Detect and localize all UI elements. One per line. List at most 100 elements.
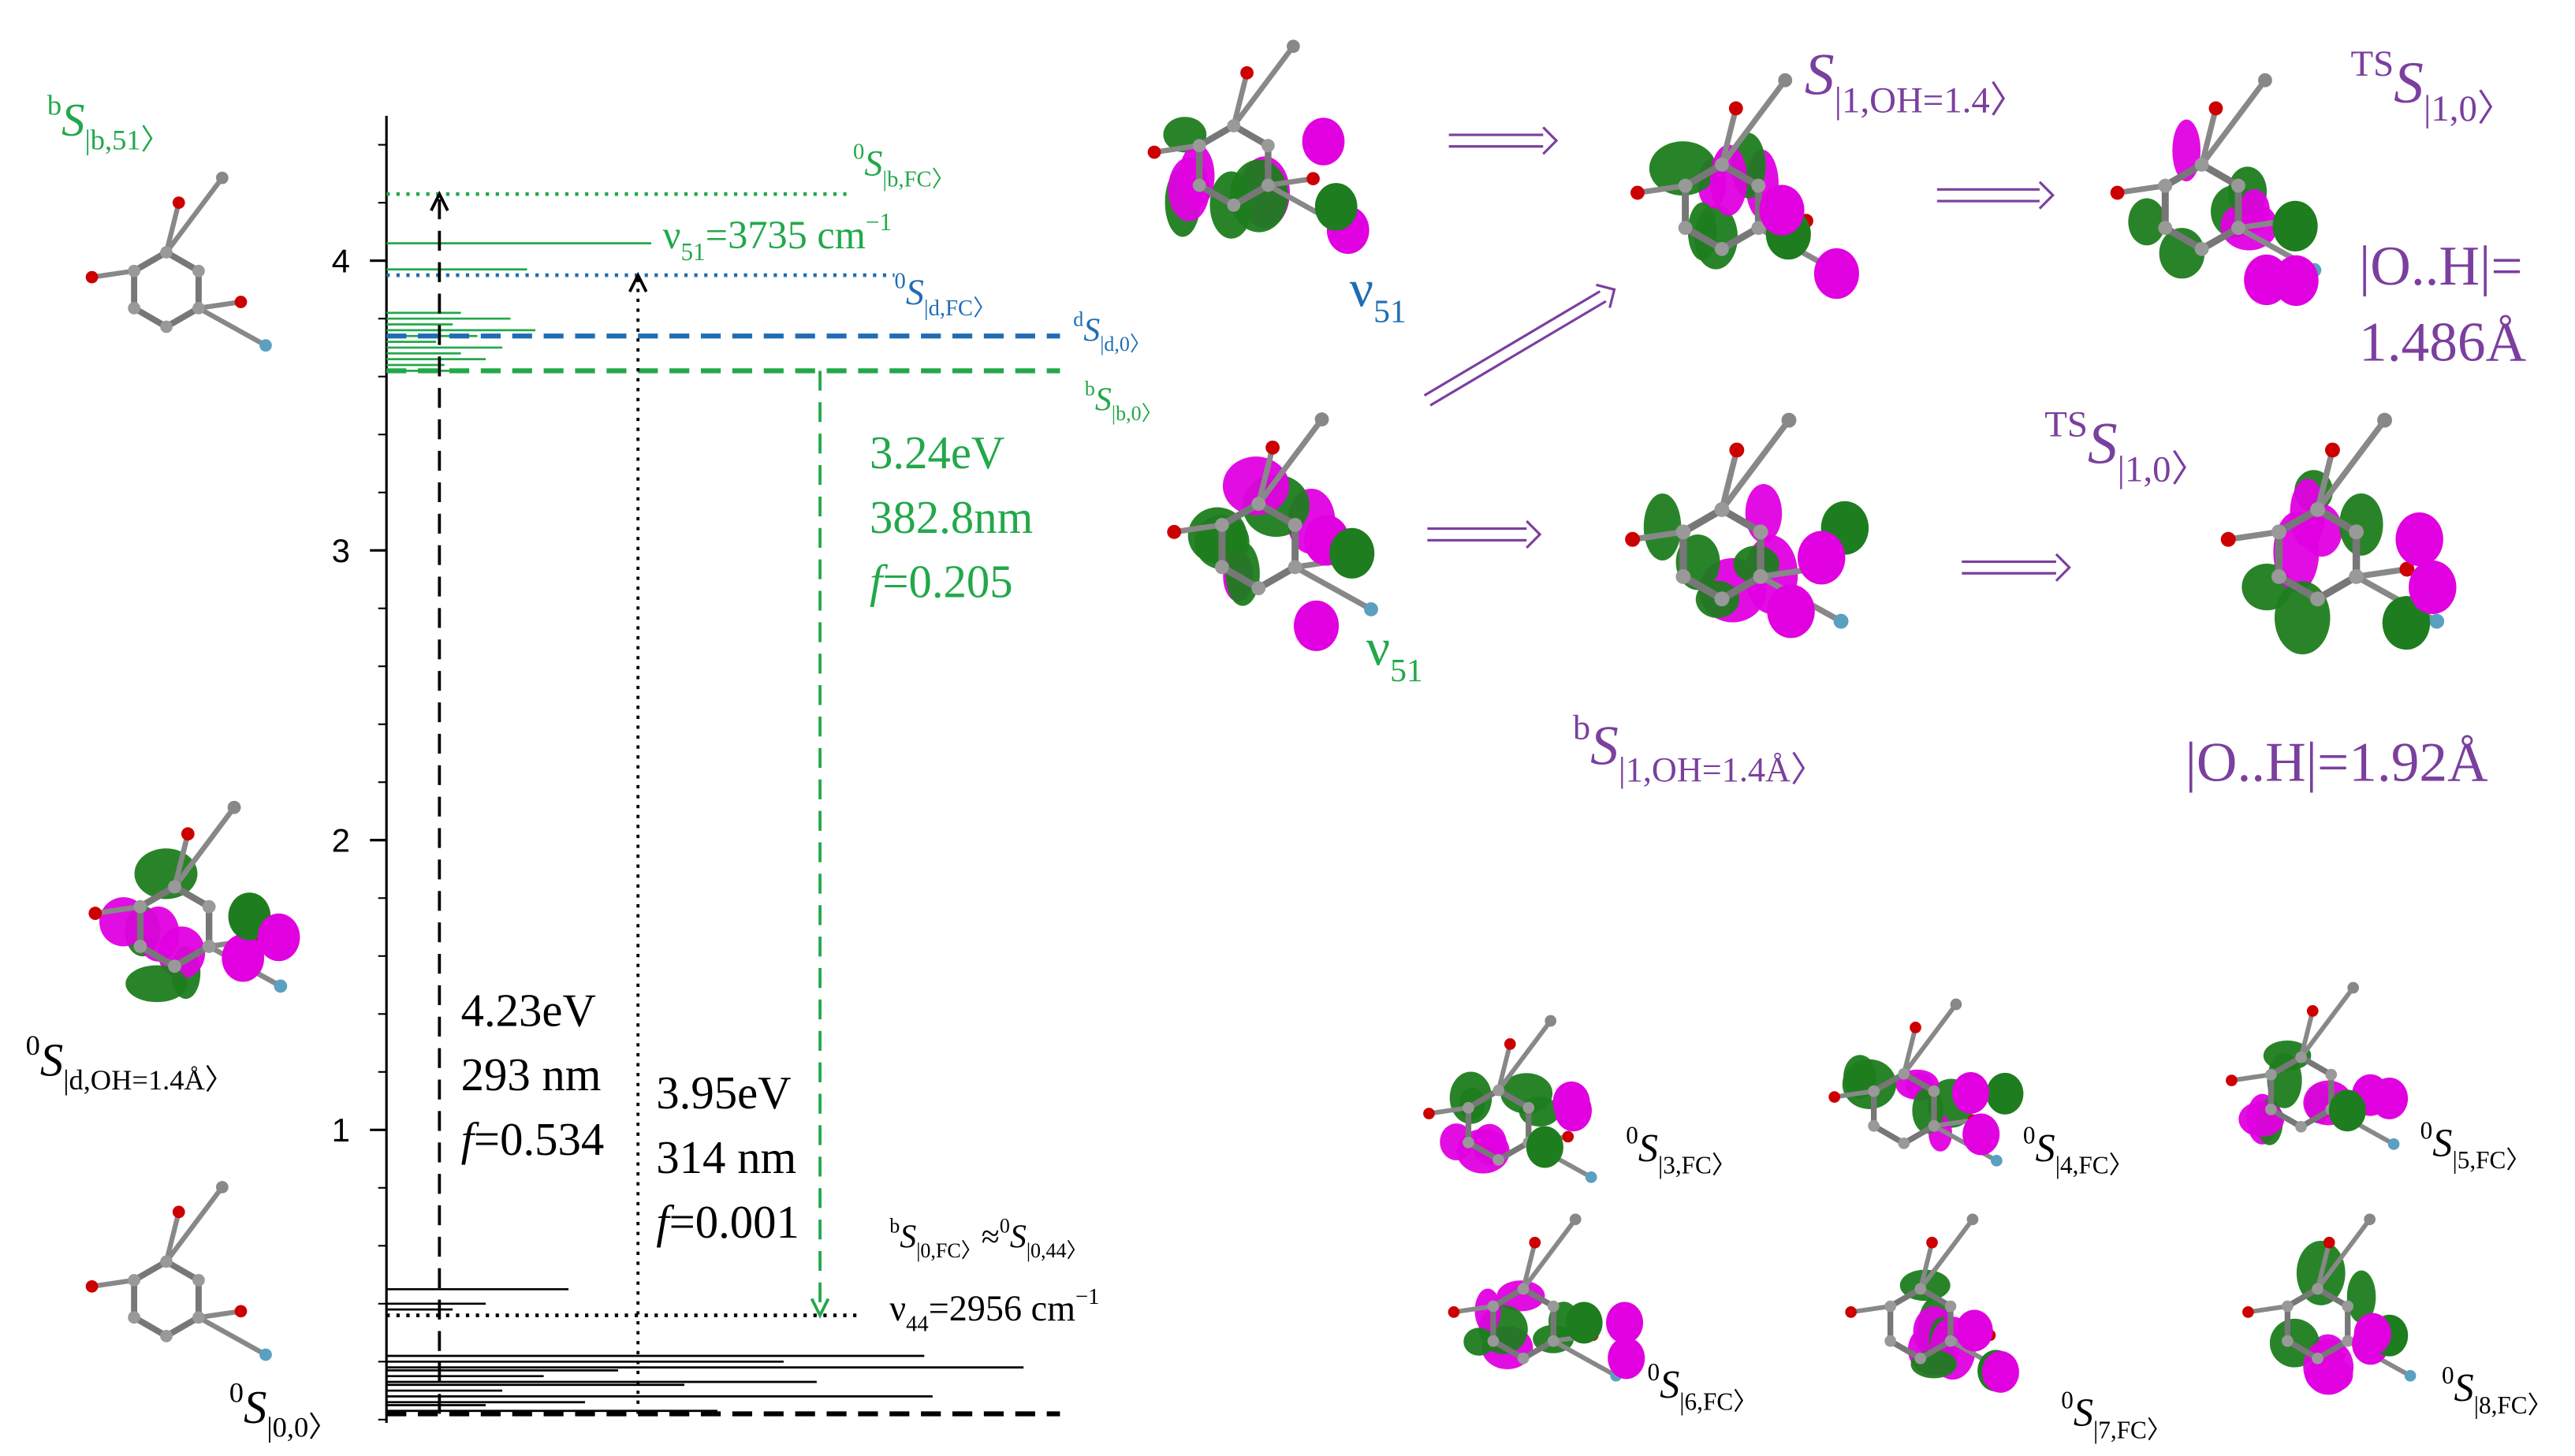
atom: [2312, 1352, 2323, 1365]
arrow-shaft: [1448, 133, 1544, 148]
atom: [1714, 502, 1730, 517]
atom: [168, 880, 181, 894]
label-part: ν: [663, 213, 681, 257]
label-part: 51: [1373, 293, 1407, 330]
label-part: 0: [895, 268, 906, 293]
arrow-head: [430, 190, 449, 211]
atom: [2226, 1074, 2238, 1086]
bond: [91, 1277, 135, 1289]
atom: [1729, 442, 1745, 458]
label: ν51=3735 cm−1: [663, 208, 892, 266]
orbital-lobe: [2346, 1270, 2376, 1324]
atom: [1167, 524, 1182, 539]
atom: [234, 1305, 248, 1318]
atom: [1675, 569, 1691, 584]
atom: [1547, 1335, 1560, 1347]
label-part: 0: [1626, 1122, 1638, 1149]
atom: [168, 959, 181, 974]
label: 0S|5,FC〉: [2420, 1116, 2531, 1174]
atom: [192, 264, 205, 277]
atom: [202, 940, 216, 953]
orbital-lobe: [1440, 1123, 1474, 1160]
bond: [1256, 417, 1325, 506]
label-part: |d,0〉: [1100, 333, 1150, 356]
atom: [2220, 531, 2236, 547]
bond: [2299, 986, 2356, 1059]
atom: [2194, 157, 2209, 172]
arrow-head: [810, 1298, 830, 1319]
atom: [1261, 139, 1275, 153]
atom: [128, 1311, 140, 1324]
label-part: =0.001: [669, 1197, 799, 1248]
arrow-shaft: [1936, 188, 2040, 203]
label-part: S: [900, 1220, 916, 1256]
orbital-lobe: [2328, 1089, 2366, 1132]
orbital-lobe: [2263, 1040, 2312, 1071]
atom: [2242, 1306, 2254, 1318]
label: 0S|3,FC〉: [1626, 1122, 1736, 1179]
molecule: [1630, 73, 1859, 300]
double-arrow: [1936, 181, 2055, 210]
orbital-lobe: [222, 934, 265, 982]
label-part: |b,51〉: [84, 125, 169, 156]
orbital-lobe: [1606, 1301, 1644, 1344]
atom: [128, 302, 140, 315]
atom: [1251, 581, 1266, 596]
label-part: =0.534: [474, 1114, 604, 1165]
label-part: |O..H|=: [2359, 235, 2523, 297]
atom: [1753, 524, 1768, 540]
atom: [1715, 241, 1729, 256]
bond: [1429, 1105, 1469, 1116]
atom: [1286, 39, 1300, 54]
atom: [2295, 1051, 2307, 1063]
orbital-lobe: [1649, 141, 1717, 196]
label: f=0.001: [656, 1197, 799, 1248]
orbital-lobe: [2371, 1078, 2409, 1119]
label: 0S|7,FC〉: [2061, 1387, 2171, 1444]
bond: [164, 1186, 225, 1264]
label-part: S: [2036, 1126, 2055, 1170]
label-part: 293 nm: [461, 1049, 602, 1100]
orbital-lobe: [2303, 1339, 2354, 1395]
label-part: TS: [2044, 404, 2088, 445]
label-part: 3.24eV: [870, 427, 1004, 479]
atom: [1950, 998, 1962, 1011]
atom: [1463, 1136, 1474, 1149]
label-part: 51: [680, 238, 705, 266]
label: 0S|8,FC〉: [2442, 1361, 2552, 1419]
atom: [227, 800, 241, 814]
orbital-lobe: [2244, 254, 2290, 306]
orbital-lobe: [1767, 584, 1815, 639]
atom: [2257, 73, 2272, 88]
bond: [1902, 1003, 1958, 1075]
label: 0S|4,FC〉: [2023, 1122, 2133, 1179]
bond: [1496, 1043, 1513, 1091]
atom: [2158, 221, 2173, 236]
bond: [1153, 143, 1200, 155]
atom: [1910, 1022, 1921, 1033]
label-part: S: [1805, 43, 1835, 108]
label: |O..H|=1.92Å: [2186, 732, 2488, 794]
atom: [1991, 1155, 2003, 1167]
orbital-lobe: [1759, 184, 1805, 236]
atom: [85, 1279, 99, 1293]
label: TSS|1,0〉: [2351, 43, 2514, 129]
atom: [1487, 1300, 1500, 1313]
bond: [2230, 1072, 2271, 1083]
label: 293 nm: [461, 1049, 602, 1100]
atom: [1529, 1236, 1541, 1249]
atom: [1898, 1067, 1910, 1080]
label-part: S: [2074, 1391, 2093, 1435]
atom: [1227, 119, 1241, 132]
label-part: TS: [2351, 43, 2394, 84]
arrow-head: [1596, 283, 1616, 308]
molecule: [1423, 1015, 1597, 1183]
atom: [2271, 569, 2286, 584]
label-part: |4,FC〉: [2055, 1152, 2133, 1179]
bond: [1834, 1089, 1875, 1100]
label-part: |0,FC〉: [916, 1239, 982, 1262]
atom: [172, 1205, 185, 1219]
label-part: 0: [1648, 1358, 1660, 1386]
atom: [1714, 591, 1730, 607]
atom: [1463, 1101, 1474, 1114]
